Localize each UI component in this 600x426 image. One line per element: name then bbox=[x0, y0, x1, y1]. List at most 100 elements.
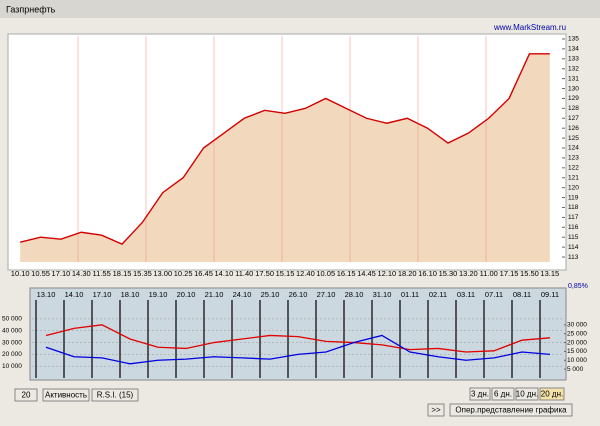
y-tick-label: 132 bbox=[568, 65, 579, 72]
date-label: 02.11 bbox=[429, 290, 447, 299]
x-tick-label: 11.55 bbox=[93, 269, 111, 278]
date-label: 17.10 bbox=[93, 290, 112, 299]
x-tick-label: 10.05 bbox=[316, 269, 335, 278]
y-tick-label: 130 bbox=[568, 85, 579, 92]
y2-tick-label: 5 000 bbox=[567, 366, 584, 373]
y-tick-label: 20 000 bbox=[2, 351, 22, 358]
y-tick-label: 117 bbox=[568, 214, 579, 221]
y-tick-label: 126 bbox=[568, 125, 579, 132]
site-link[interactable]: www.MarkStream.ru bbox=[493, 23, 566, 32]
y-tick-label: 120 bbox=[568, 184, 579, 191]
window-title: Газпрнефть bbox=[6, 4, 56, 14]
x-tick-label: 15.15 bbox=[276, 269, 295, 278]
y2-tick-label: 20 000 bbox=[567, 339, 587, 346]
date-label: 25.10 bbox=[261, 290, 280, 299]
button[interactable] bbox=[469, 387, 491, 401]
y-tick-label: 123 bbox=[568, 155, 579, 162]
date-label: 07.11 bbox=[485, 290, 503, 299]
button-label[interactable]: 3 дн. bbox=[471, 390, 489, 399]
x-tick-label: 16.15 bbox=[337, 269, 356, 278]
button-label[interactable]: >> bbox=[431, 406, 441, 415]
date-label: 08.11 bbox=[513, 290, 531, 299]
date-label: 03.11 bbox=[457, 290, 475, 299]
y-tick-label: 134 bbox=[568, 46, 579, 53]
date-label: 27.10 bbox=[317, 290, 336, 299]
button-label[interactable]: Опер.представление графика bbox=[455, 406, 567, 415]
y2-tick-label: 25 000 bbox=[567, 330, 587, 337]
date-label: 31.10 bbox=[373, 290, 392, 299]
x-tick-label: 14.30 bbox=[72, 269, 91, 278]
y-tick-label: 116 bbox=[568, 224, 579, 231]
x-tick-label: 15.30 bbox=[439, 269, 458, 278]
series-line bbox=[45, 334, 551, 365]
price-line bbox=[20, 53, 550, 245]
y-tick-label: 50 000 bbox=[2, 316, 22, 323]
button[interactable] bbox=[515, 387, 539, 401]
x-tick-label: 15.50 bbox=[520, 269, 539, 278]
x-tick-label: 13.20 bbox=[459, 269, 478, 278]
button[interactable] bbox=[491, 387, 515, 401]
x-tick-label: 18.15 bbox=[113, 269, 132, 278]
x-tick-label: 13.00 bbox=[153, 269, 172, 278]
date-label: 28.10 bbox=[345, 290, 364, 299]
percent-label: 0,85% bbox=[568, 283, 588, 290]
y-tick-label: 30 000 bbox=[2, 339, 22, 346]
button-label[interactable]: Активность bbox=[45, 391, 87, 400]
date-label: 24.10 bbox=[233, 290, 252, 299]
y-tick-label: 40 000 bbox=[2, 327, 22, 334]
y-tick-label: 115 bbox=[568, 234, 579, 241]
x-tick-label: 10.10 bbox=[11, 269, 30, 278]
y-tick-label: 133 bbox=[568, 56, 579, 63]
x-tick-label: 17.15 bbox=[500, 269, 519, 278]
date-label: 18.10 bbox=[121, 290, 140, 299]
x-tick-label: 13.15 bbox=[540, 269, 559, 278]
y-tick-label: 119 bbox=[568, 194, 579, 201]
title-bar bbox=[0, 0, 600, 18]
y2-tick-label: 15 000 bbox=[567, 348, 587, 355]
y-tick-label: 122 bbox=[568, 165, 579, 172]
series-line bbox=[45, 324, 551, 353]
x-tick-label: 16.10 bbox=[418, 269, 437, 278]
date-label: 21.10 bbox=[205, 290, 224, 299]
y-tick-label: 121 bbox=[568, 174, 579, 181]
button[interactable] bbox=[449, 403, 573, 417]
x-tick-label: 17.10 bbox=[52, 269, 71, 278]
x-tick-label: 14.45 bbox=[357, 269, 376, 278]
date-label: 26.10 bbox=[289, 290, 308, 299]
date-label: 01.11 bbox=[401, 290, 419, 299]
y-tick-label: 128 bbox=[568, 105, 579, 112]
x-tick-label: 11.00 bbox=[480, 269, 498, 278]
y2-tick-label: 30 000 bbox=[567, 322, 587, 329]
button-label[interactable]: 6 дн. bbox=[494, 390, 512, 399]
x-tick-label: 10.55 bbox=[31, 269, 50, 278]
y-tick-label: 124 bbox=[568, 145, 579, 152]
price-area bbox=[20, 53, 550, 263]
x-tick-label: 10.25 bbox=[174, 269, 193, 278]
button-label[interactable]: 20 bbox=[22, 391, 31, 400]
date-label: 20.10 bbox=[177, 290, 196, 299]
button[interactable] bbox=[91, 388, 139, 402]
x-tick-label: 14.10 bbox=[214, 269, 233, 278]
y-tick-label: 135 bbox=[568, 36, 579, 43]
button-label[interactable]: 10 дн. bbox=[516, 390, 538, 399]
y2-tick-label: 10 000 bbox=[567, 357, 587, 364]
y-tick-label: 114 bbox=[568, 244, 579, 251]
x-tick-label: 12.40 bbox=[296, 269, 315, 278]
button[interactable] bbox=[427, 403, 445, 417]
y-tick-label: 10 000 bbox=[2, 363, 22, 370]
y-tick-label: 131 bbox=[568, 75, 579, 82]
x-tick-label: 16.45 bbox=[194, 269, 213, 278]
button[interactable] bbox=[42, 388, 90, 402]
button[interactable] bbox=[14, 388, 38, 402]
y-tick-label: 125 bbox=[568, 135, 579, 142]
x-tick-label: 11.40 bbox=[235, 269, 253, 278]
button-label[interactable]: 20 дн. bbox=[541, 390, 563, 399]
x-tick-label: 15.35 bbox=[133, 269, 152, 278]
y-tick-label: 118 bbox=[568, 204, 579, 211]
x-tick-label: 18.20 bbox=[398, 269, 417, 278]
button-label[interactable]: R.S.I. (15) bbox=[97, 391, 134, 400]
button[interactable] bbox=[539, 387, 565, 401]
date-label: 14.10 bbox=[65, 290, 84, 299]
y-tick-label: 129 bbox=[568, 95, 579, 102]
